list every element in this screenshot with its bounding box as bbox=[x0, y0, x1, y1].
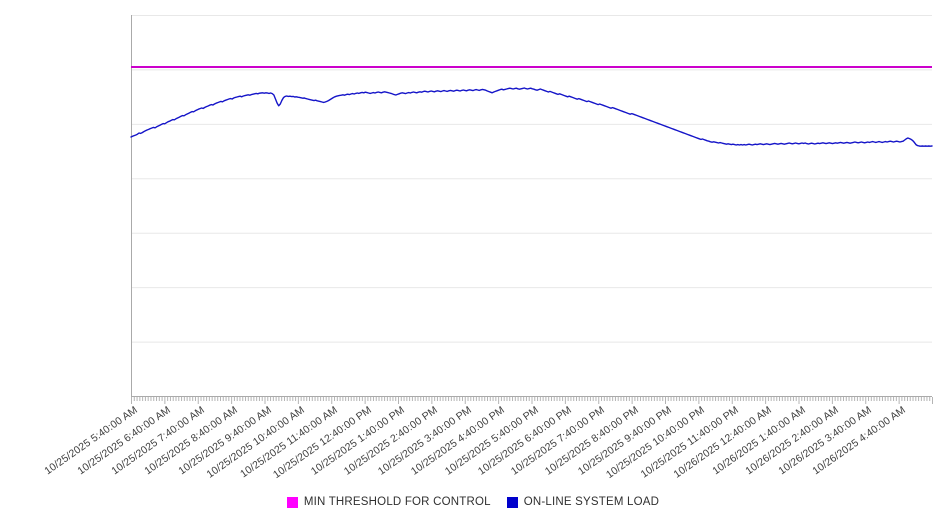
chart-legend: MIN THRESHOLD FOR CONTROL ON-LINE SYSTEM… bbox=[0, 496, 946, 508]
x-axis-ticks bbox=[131, 397, 933, 404]
legend-item-online-system-load[interactable]: ON-LINE SYSTEM LOAD bbox=[506, 496, 660, 508]
horizontal-gridlines bbox=[131, 15, 932, 397]
legend-swatch-magenta bbox=[286, 496, 298, 508]
online-system-load-line bbox=[130, 87, 933, 147]
legend-label-min-threshold: MIN THRESHOLD FOR CONTROL bbox=[303, 496, 491, 508]
legend-swatch-blue bbox=[506, 496, 518, 508]
legend-item-min-threshold[interactable]: MIN THRESHOLD FOR CONTROL bbox=[286, 496, 491, 508]
legend-label-online-system-load: ON-LINE SYSTEM LOAD bbox=[523, 496, 660, 508]
plot-background bbox=[131, 15, 932, 396]
